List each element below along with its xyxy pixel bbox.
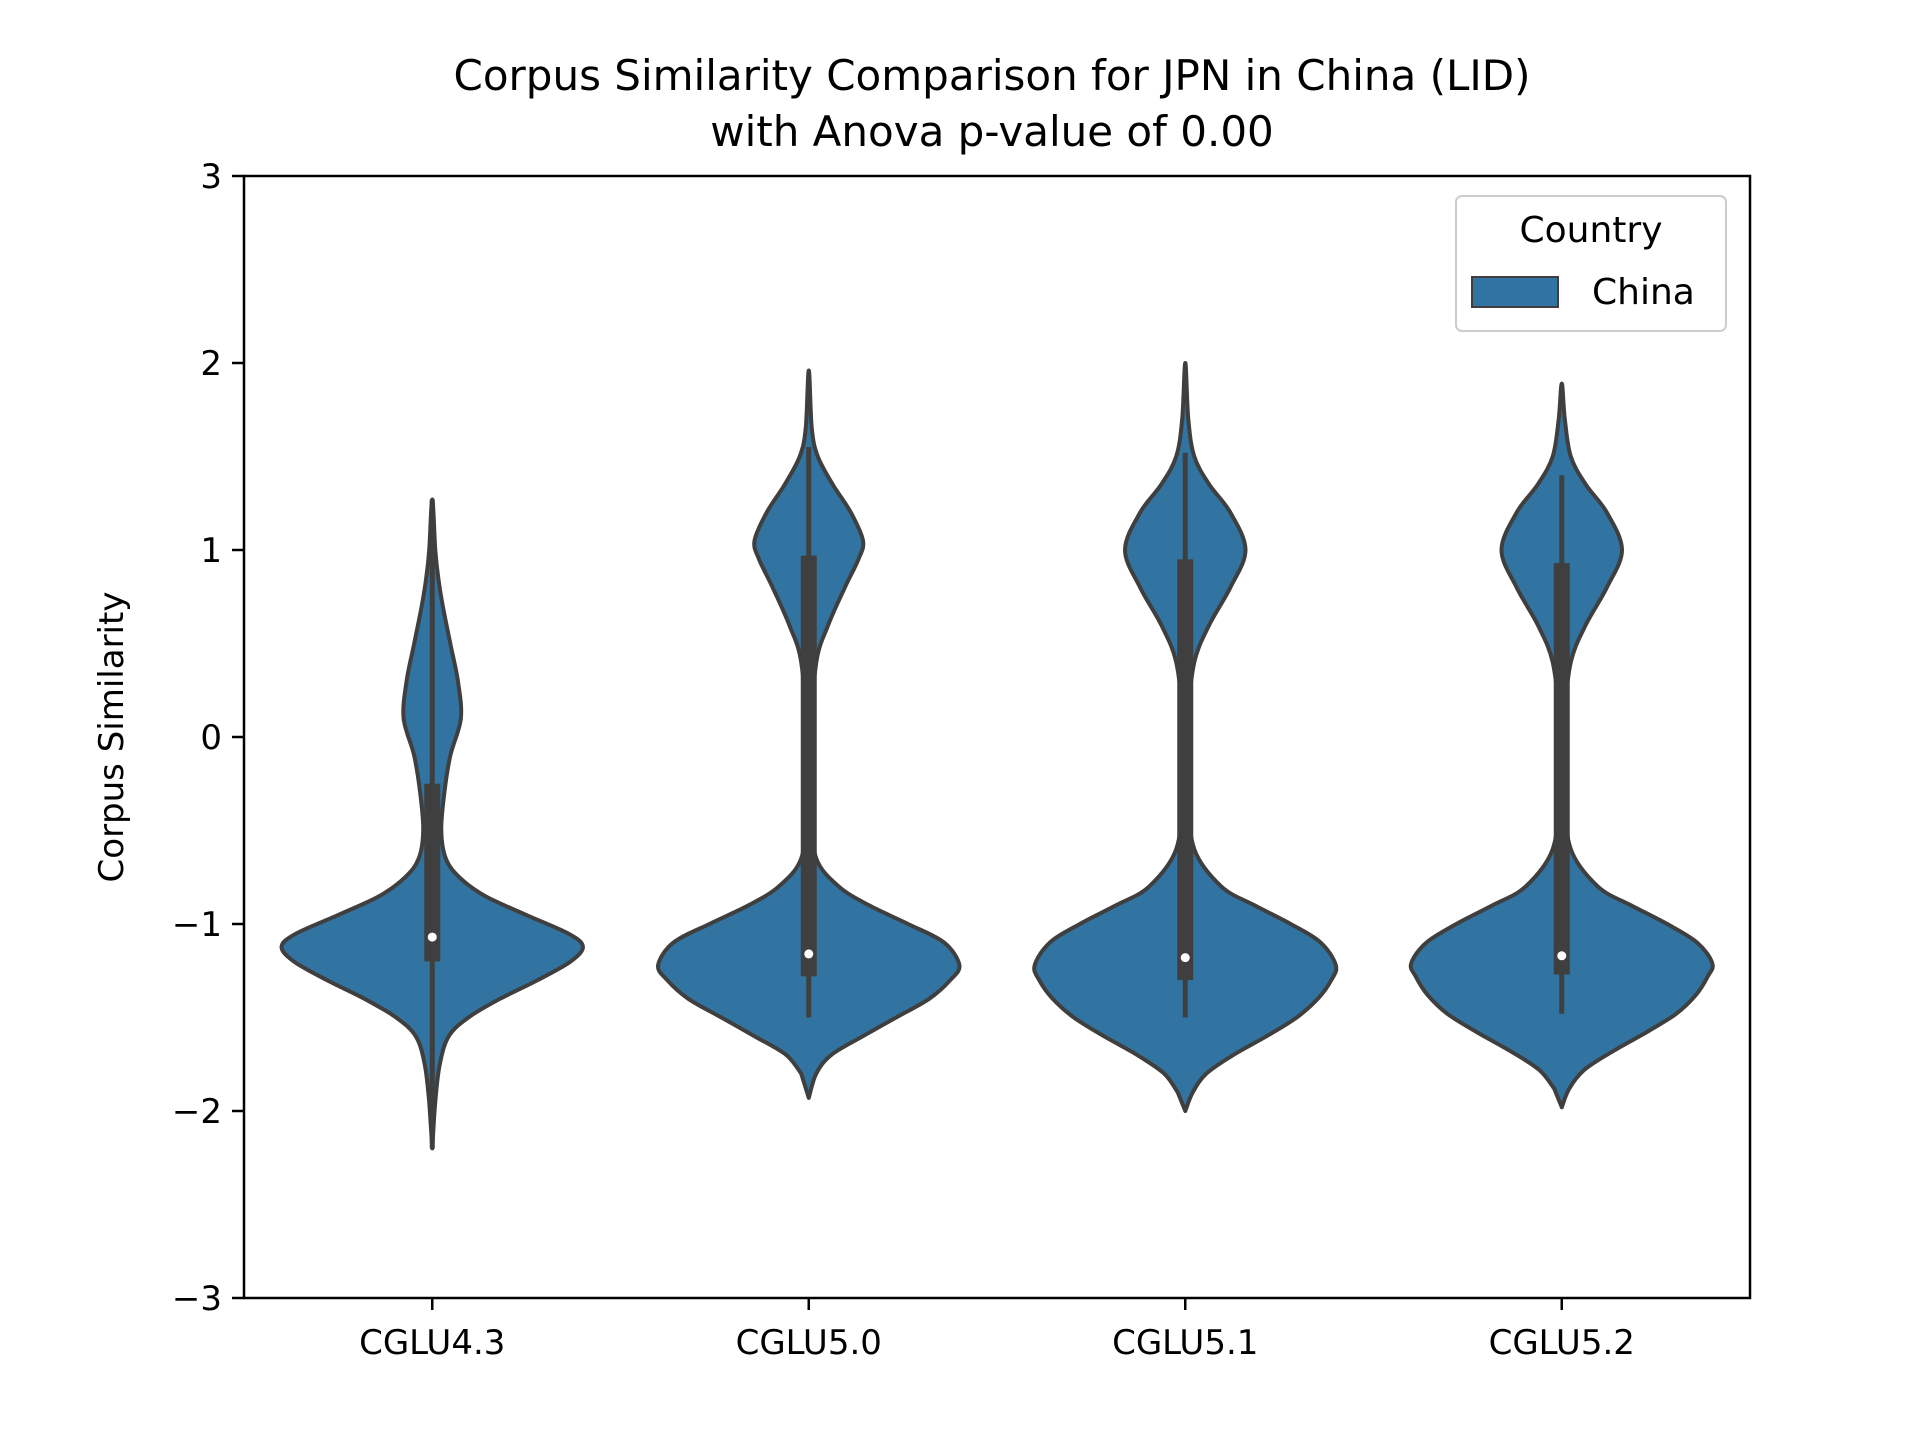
plot-frame xyxy=(242,174,1752,1300)
legend: Country China xyxy=(1455,195,1727,332)
violin-median-dot xyxy=(1557,951,1567,961)
y-tick-label: −3 xyxy=(172,1279,222,1319)
violin-iqr-box xyxy=(1177,559,1194,981)
violin-median-dot xyxy=(804,949,814,959)
y-tick-label: −2 xyxy=(172,1092,222,1132)
violin-iqr-box xyxy=(1553,563,1570,975)
chart-title-line-1: Corpus Similarity Comparison for JPN in … xyxy=(454,51,1531,100)
y-axis: −3 −2 −1 0 1 2 3 xyxy=(172,157,244,1319)
violin-iqr-box xyxy=(800,555,817,977)
violin-group xyxy=(279,361,1715,1151)
x-axis: CGLU4.3 CGLU5.0 CGLU5.1 CGLU5.2 xyxy=(359,1298,1635,1363)
y-axis-label: Corpus Similarity xyxy=(92,592,132,883)
y-tick-label: 2 xyxy=(200,344,222,384)
x-tick-label: CGLU5.1 xyxy=(1112,1323,1258,1363)
violin-median-dot xyxy=(1180,953,1190,963)
x-tick-label: CGLU4.3 xyxy=(359,1323,505,1363)
y-tick-label: 1 xyxy=(200,531,222,571)
y-tick-label: 0 xyxy=(200,718,222,758)
x-tick-label: CGLU5.2 xyxy=(1489,1323,1635,1363)
violin-cglu5-2 xyxy=(1408,381,1715,1110)
violin-cglu4-3 xyxy=(279,497,585,1151)
y-tick-label: 3 xyxy=(200,157,222,197)
legend-label-china: China xyxy=(1592,272,1695,313)
violin-iqr-box xyxy=(424,783,441,962)
chart-title-line-2: with Anova p-value of 0.00 xyxy=(710,107,1274,156)
y-tick-label: −1 xyxy=(172,905,222,945)
violin-cglu5-0 xyxy=(656,368,962,1100)
legend-title: Country xyxy=(1519,210,1662,251)
legend-swatch-china xyxy=(1471,276,1559,308)
x-tick-label: CGLU5.0 xyxy=(736,1323,882,1363)
violin-cglu5-1 xyxy=(1032,361,1339,1113)
violin-median-dot xyxy=(427,932,437,942)
